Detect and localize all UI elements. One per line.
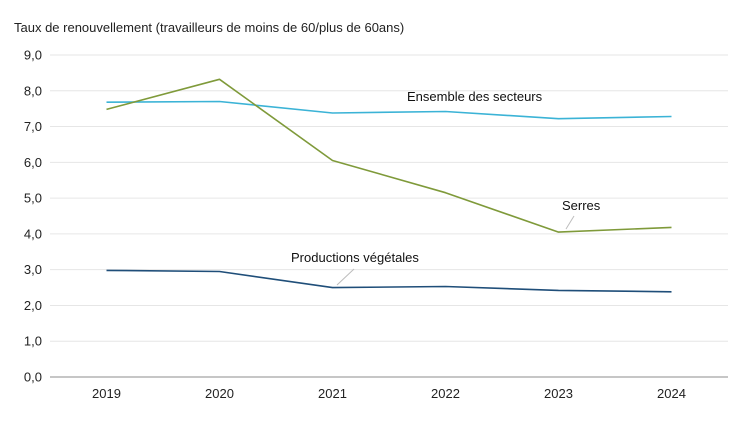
x-tick-label: 2021 <box>318 386 347 401</box>
x-tick-labels: 2019 2020 2021 2022 2023 2024 <box>92 386 686 401</box>
y-tick-label: 2,0 <box>24 298 42 313</box>
annotation-leader-line <box>565 215 575 230</box>
x-tick-label: 2024 <box>657 386 686 401</box>
y-tick-labels: 0,0 1,0 2,0 3,0 4,0 5,0 6,0 7,0 8,0 9,0 <box>24 48 42 385</box>
series-line-productions-v-g-tales <box>106 269 672 293</box>
y-tick-label: 8,0 <box>24 83 42 98</box>
gridlines <box>50 54 728 342</box>
series-line-ensemble-des-secteurs <box>106 100 672 120</box>
annotation-leaders <box>336 215 575 286</box>
y-tick-label: 6,0 <box>24 155 42 170</box>
series-lines <box>106 78 672 293</box>
series-line-serres <box>106 78 672 233</box>
x-tick-label: 2020 <box>205 386 234 401</box>
y-tick-label: 5,0 <box>24 191 42 206</box>
series-annotation: Productions végétales <box>291 250 419 265</box>
x-tick-label: 2023 <box>544 386 573 401</box>
series-annotation: Serres <box>562 198 601 213</box>
x-tick-label: 2019 <box>92 386 121 401</box>
y-tick-label: 1,0 <box>24 334 42 349</box>
y-tick-label: 9,0 <box>24 48 42 63</box>
y-tick-label: 3,0 <box>24 262 42 277</box>
series-annotation: Ensemble des secteurs <box>407 89 543 104</box>
chart-title: Taux de renouvellement (travailleurs de … <box>14 20 405 35</box>
y-tick-label: 0,0 <box>24 370 42 385</box>
y-tick-label: 7,0 <box>24 119 42 134</box>
x-tick-label: 2022 <box>431 386 460 401</box>
series-annotations: Ensemble des secteurs Serres Productions v… <box>291 89 601 265</box>
y-tick-label: 4,0 <box>24 226 42 241</box>
annotation-leader-line <box>336 268 355 286</box>
